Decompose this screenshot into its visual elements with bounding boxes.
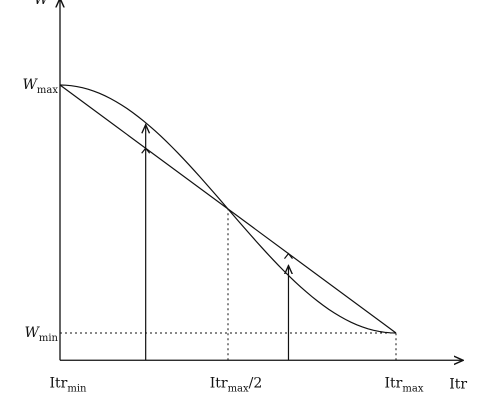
y-tick-label-wmax: Wmax [23,77,59,96]
y-tick-label-wmin: Wmin [24,325,58,344]
y-axis-title: W [34,0,50,8]
x-axis-title: Itr [449,376,467,392]
arrow-tick-on-line-2 [284,252,293,260]
arrow-tick-on-line-1 [141,147,151,154]
x-tick-label-itrmin: Itrmin [50,375,88,394]
x-tick-label-itrmax-half: Itrmax/2 [210,375,263,394]
x-tick-label-itrmax: Itrmax [385,375,424,394]
series-sigmoid-curve [59,84,397,334]
